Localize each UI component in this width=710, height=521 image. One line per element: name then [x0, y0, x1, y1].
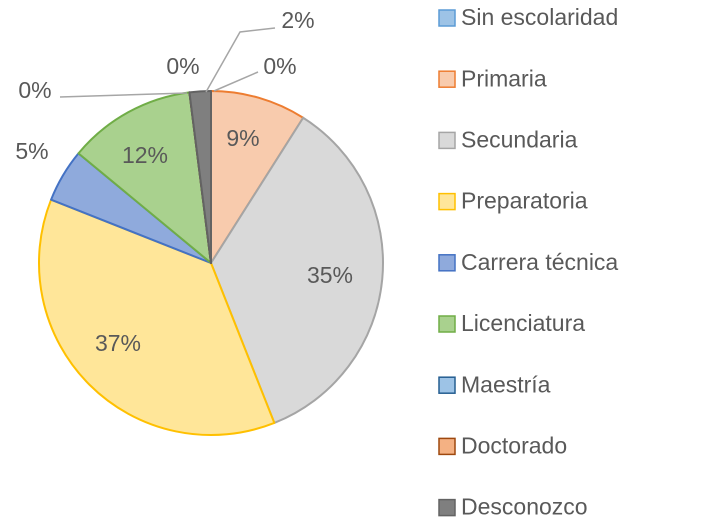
data-label: 5% — [15, 138, 48, 164]
legend-swatch — [438, 192, 456, 211]
legend-swatch — [438, 254, 456, 272]
data-label: 9% — [226, 125, 259, 151]
legend-label: Primaria — [461, 65, 547, 91]
data-label: 0% — [18, 77, 51, 103]
data-label: 35% — [307, 262, 353, 288]
data-label: 37% — [95, 330, 141, 356]
legend-swatch — [438, 376, 456, 394]
leader-line — [59, 92, 188, 98]
legend-swatch — [438, 9, 456, 27]
legend-label: Maestría — [461, 371, 551, 397]
data-label: 0% — [263, 53, 296, 79]
legend-swatch — [438, 437, 456, 456]
pie-slice — [188, 90, 212, 264]
legend-label: Carrera técnica — [461, 249, 618, 275]
data-label: 12% — [122, 142, 168, 168]
data-label: 2% — [281, 7, 314, 33]
legend-label: Secundaria — [461, 126, 578, 152]
legend-label: Preparatoria — [461, 188, 588, 214]
data-label: 0% — [166, 53, 199, 79]
legend-label: Licenciatura — [461, 310, 585, 336]
legend-swatch — [438, 498, 456, 517]
pie-slice — [38, 198, 276, 436]
legend-swatch — [438, 315, 456, 333]
legend-label: Desconozco — [461, 494, 588, 520]
pie-slice — [210, 116, 384, 424]
legend-label: Sin escolaridad — [461, 4, 618, 30]
legend-swatch — [438, 70, 456, 88]
leader-line — [213, 71, 259, 92]
leader-line — [205, 27, 276, 93]
pie-slice — [210, 90, 305, 264]
legend-swatch — [438, 131, 456, 150]
legend-label: Doctorado — [461, 432, 567, 458]
